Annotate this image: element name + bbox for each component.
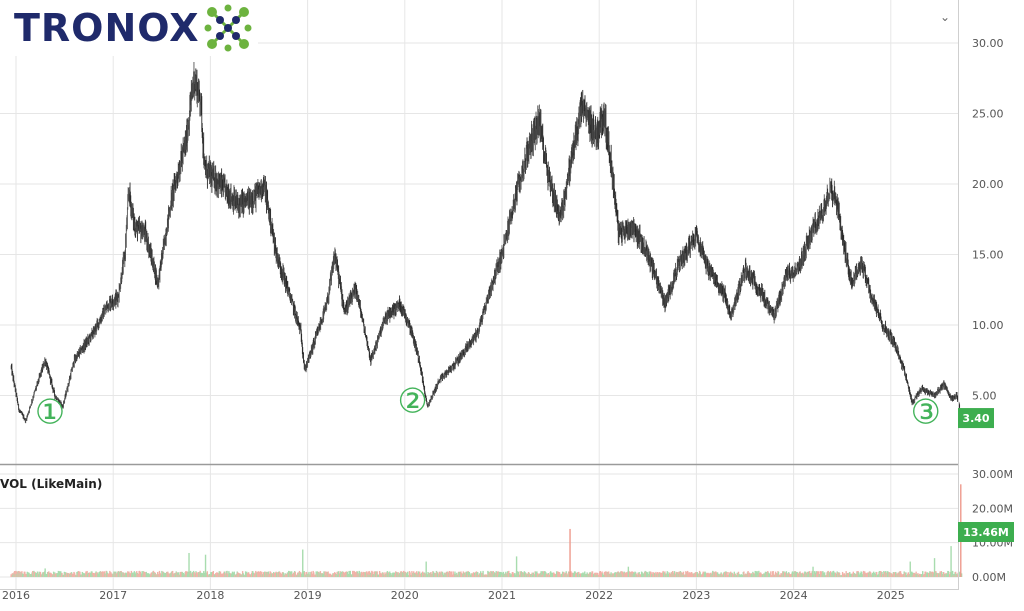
price-tick-label: 25.00 [972,108,1004,121]
x-tick-label: 2019 [294,589,322,602]
x-tick-label: 2025 [877,589,905,602]
x-tick-label: 2017 [99,589,127,602]
last-price-label: 3.40 [962,412,989,425]
x-tick-label: 2021 [488,589,516,602]
logo-text: TRONOX [14,6,200,50]
price-tick-label: 15.00 [972,249,1004,262]
x-tick-label: 2016 [2,589,30,602]
annotation-marker: ① [35,393,65,433]
grid-layer [0,0,958,590]
axis-layer: 2016 2017 2018 2019 2020 2021 2022 2023 2024 2025… [0,0,1014,602]
volume-tick-label: 20.00M [972,502,1013,515]
price-tick-label: 20.00 [972,178,1004,191]
molecule-logo-icon [204,4,252,52]
x-tick-label: 2023 [682,589,710,602]
annotation-marker: ② [397,381,427,421]
price-tick-label: 30.00 [972,37,1004,50]
last-price-badge [958,408,994,429]
chevron-down-icon[interactable]: ⌄ [940,10,951,24]
volume-bars [10,484,963,577]
price-tick-label: 10.00 [972,319,1004,332]
price-candles [10,61,962,424]
volume-tick-label: 30.00M [972,468,1013,481]
last-volume-badge [958,522,1014,542]
x-tick-label: 2018 [196,589,224,602]
x-tick-label: 2022 [585,589,613,602]
tronox-logo: TRONOX [0,0,258,56]
annotation-marker: ③ [911,393,941,433]
x-tick-label: 2024 [780,589,808,602]
price-tick-label: 5.00 [972,390,997,403]
x-tick-label: 2020 [391,589,419,602]
volume-title: VOL (LikeMain) [0,477,102,491]
volume-tick-label: 0.00M [972,571,1006,584]
annotation-layer: ① ② ③ [35,381,941,432]
last-volume-label: 13.46M [963,526,1009,539]
